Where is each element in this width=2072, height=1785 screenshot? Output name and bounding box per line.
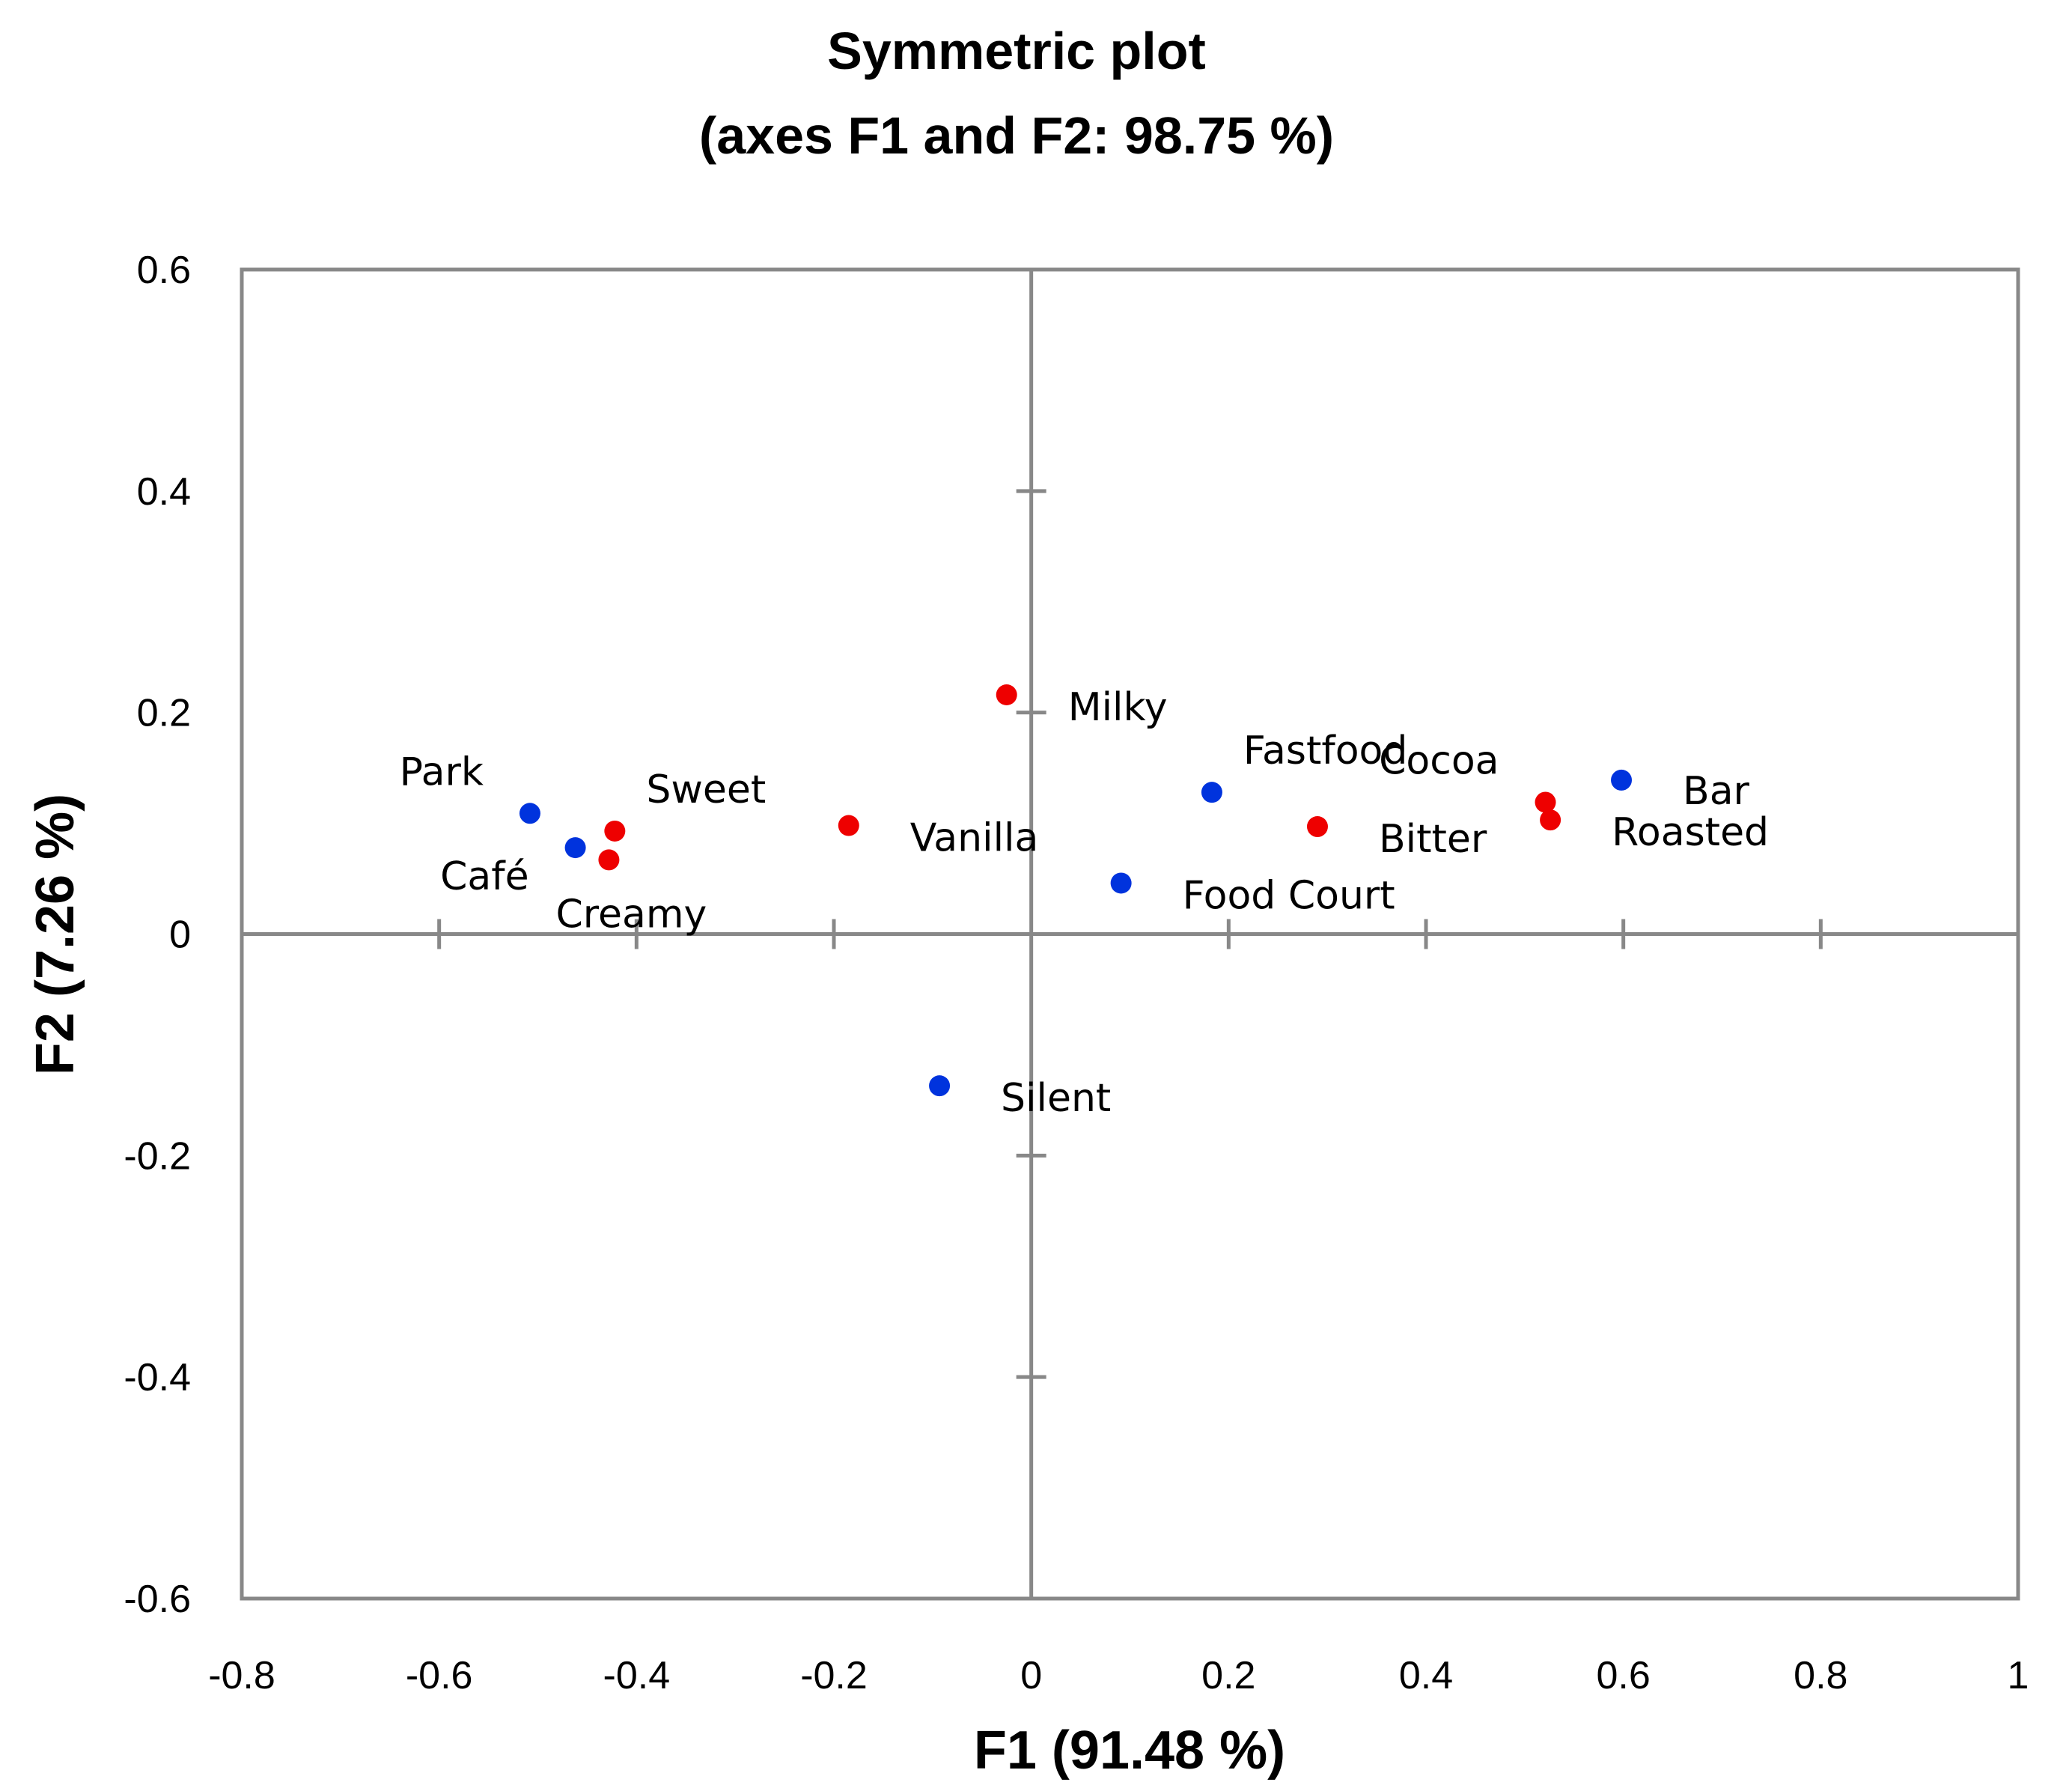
x-tick-label: 1	[2008, 1654, 2029, 1697]
data-points	[519, 684, 1633, 1097]
point-label-roasted: Roasted	[1612, 810, 1769, 855]
data-point-labels: Park Café Silent Food Court Fastfood Bar Sweet…	[400, 685, 1770, 1121]
point-bar	[1611, 769, 1633, 791]
point-caf-	[564, 837, 586, 859]
x-tick-label: 0.2	[1201, 1654, 1255, 1697]
x-tick-label: 0.4	[1399, 1654, 1453, 1697]
point-label-park: Park	[400, 749, 484, 794]
point-label-food-court: Food Court	[1183, 873, 1395, 918]
point-bitter	[1306, 816, 1328, 838]
x-tick-label: -0.8	[208, 1654, 275, 1697]
y-tick-label: 0.2	[137, 692, 191, 735]
x-tick-label: 0	[1020, 1654, 1042, 1697]
x-tick-label: -0.2	[800, 1654, 868, 1697]
y-axis-title: F2 (7.26 %)	[25, 794, 85, 1075]
y-tick-label: -0.6	[124, 1578, 191, 1621]
chart-subtitle: (axes F1 and F2: 98.75 %)	[699, 106, 1334, 165]
point-cocoa	[1535, 791, 1556, 813]
y-tick-label: -0.2	[124, 1134, 191, 1178]
x-tick-label: 0.6	[1597, 1654, 1651, 1697]
x-axis-tick-labels: -0.8 -0.6 -0.4 -0.2 0 0.2 0.4 0.6 0.8 1	[208, 1654, 2029, 1697]
point-sweet	[604, 820, 626, 842]
point-fastfood	[1201, 782, 1222, 803]
point-label-milky: Milky	[1068, 685, 1168, 730]
point-label-fastfood: Fastfood	[1243, 729, 1407, 773]
point-creamy	[598, 849, 620, 871]
y-tick-label: 0	[169, 913, 191, 957]
y-tick-label: -0.4	[124, 1356, 191, 1399]
y-tick-label: 0.4	[137, 470, 191, 514]
x-tick-label: -0.6	[406, 1654, 473, 1697]
point-label-cocoa: Cocoa	[1379, 738, 1499, 783]
point-label-bitter: Bitter	[1379, 817, 1487, 862]
y-axis-ticks	[1016, 489, 1046, 1379]
x-tick-label: 0.8	[1794, 1654, 1847, 1697]
x-axis-title: F1 (91.48 %)	[974, 1721, 1285, 1781]
point-label-creamy: Creamy	[555, 892, 707, 937]
y-tick-label: 0.6	[137, 249, 191, 292]
point-label-silent: Silent	[1001, 1076, 1111, 1121]
point-park	[519, 803, 540, 824]
point-label-vanilla: Vanilla	[910, 816, 1039, 861]
chart-title: Symmetric plot	[827, 22, 1206, 80]
point-label-bar: Bar	[1683, 769, 1750, 814]
y-axis-tick-labels: 0.6 0.4 0.2 0 -0.2 -0.4 -0.6	[124, 249, 191, 1621]
point-roasted	[1540, 809, 1561, 831]
point-vanilla	[838, 815, 859, 836]
x-tick-label: -0.4	[603, 1654, 671, 1697]
x-axis-ticks	[437, 919, 1823, 949]
point-milky	[996, 684, 1017, 705]
point-silent	[929, 1075, 951, 1097]
point-label-sweet: Sweet	[646, 767, 766, 812]
point-food-court	[1110, 872, 1132, 894]
point-label-caf-: Café	[440, 854, 528, 899]
